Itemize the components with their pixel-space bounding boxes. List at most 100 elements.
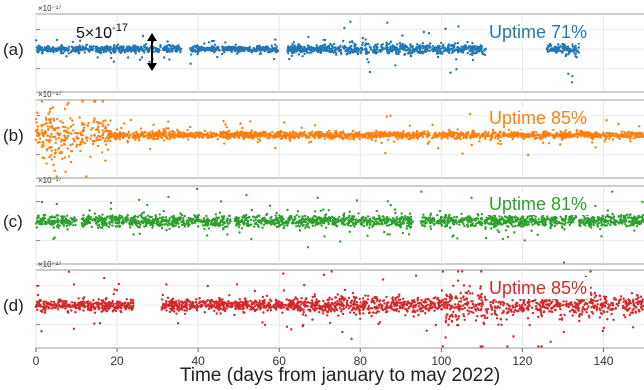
data-point	[295, 50, 298, 53]
data-point	[35, 39, 38, 42]
data-point	[296, 210, 300, 213]
data-point	[634, 134, 637, 138]
data-point	[241, 218, 244, 222]
data-point	[276, 131, 279, 134]
data-point	[198, 220, 201, 223]
data-point	[36, 111, 39, 114]
data-point	[86, 124, 89, 127]
data-point	[531, 132, 534, 135]
data-point	[258, 132, 261, 135]
data-point	[194, 49, 197, 52]
data-point	[440, 137, 443, 140]
data-point	[297, 53, 301, 56]
data-point	[444, 135, 447, 138]
data-point	[53, 169, 56, 172]
data-point	[48, 146, 51, 149]
data-point	[384, 47, 388, 51]
data-point	[191, 46, 195, 50]
data-point	[605, 136, 608, 139]
data-point	[109, 207, 113, 210]
data-point	[138, 50, 141, 53]
data-point	[367, 220, 371, 223]
data-point	[132, 233, 135, 236]
data-point	[477, 133, 480, 137]
data-point	[565, 49, 568, 52]
data-point	[365, 47, 368, 51]
data-point	[298, 225, 301, 228]
data-point	[395, 47, 399, 50]
data-point	[281, 137, 284, 140]
data-point	[133, 46, 136, 50]
data-point	[114, 219, 117, 222]
panel-1: ×10⁻¹⁷(a)Uptime 71%	[3, 4, 644, 93]
data-point	[44, 116, 48, 120]
data-point	[382, 47, 385, 50]
data-point	[249, 218, 253, 221]
data-point	[382, 131, 385, 134]
data-point	[122, 221, 126, 224]
data-point	[434, 131, 437, 134]
data-point	[205, 222, 208, 226]
data-point	[463, 44, 466, 47]
data-point	[182, 217, 185, 220]
data-point	[132, 216, 135, 219]
data-point	[57, 126, 60, 130]
data-point	[272, 57, 276, 61]
data-point	[223, 131, 226, 135]
data-point	[176, 218, 180, 221]
data-point	[304, 217, 307, 220]
data-point	[357, 212, 360, 215]
data-point	[186, 132, 190, 136]
data-point	[129, 46, 132, 50]
data-point	[180, 47, 183, 50]
data-point	[200, 49, 203, 52]
data-point	[366, 131, 370, 134]
data-point	[147, 48, 150, 51]
data-point	[394, 223, 397, 226]
data-point	[42, 216, 46, 219]
data-point	[279, 129, 283, 133]
data-point	[50, 216, 53, 219]
data-point	[160, 226, 164, 230]
data-point	[37, 216, 40, 219]
data-point	[442, 46, 445, 49]
data-point	[143, 51, 146, 54]
data-point	[268, 48, 271, 51]
data-point	[358, 133, 362, 136]
data-point	[472, 135, 475, 138]
data-point	[479, 48, 482, 51]
data-point	[364, 134, 368, 137]
data-point	[546, 46, 549, 49]
data-point	[106, 148, 110, 151]
data-point	[310, 51, 313, 54]
data-point	[108, 47, 112, 51]
data-point	[168, 130, 171, 134]
data-point	[360, 48, 364, 52]
data-point	[253, 132, 256, 135]
data-point	[343, 223, 347, 226]
panel-label: (a)	[3, 40, 24, 59]
data-point	[313, 48, 316, 52]
data-point	[183, 214, 186, 218]
data-point	[75, 131, 78, 135]
data-point	[456, 41, 460, 45]
data-point	[404, 45, 407, 49]
data-point	[97, 134, 100, 138]
data-point	[483, 131, 486, 134]
data-point	[169, 133, 173, 137]
data-point	[406, 132, 410, 135]
data-point	[154, 134, 158, 137]
data-point	[311, 224, 315, 227]
data-point	[82, 214, 85, 217]
data-point	[351, 129, 355, 133]
data-point	[441, 52, 444, 55]
data-point	[95, 128, 98, 131]
data-point	[283, 224, 286, 227]
data-point	[322, 38, 325, 42]
data-point	[163, 218, 166, 221]
data-point	[267, 133, 270, 136]
data-point	[68, 224, 71, 227]
data-point	[477, 50, 481, 53]
data-point	[44, 220, 47, 223]
data-point	[390, 132, 393, 135]
